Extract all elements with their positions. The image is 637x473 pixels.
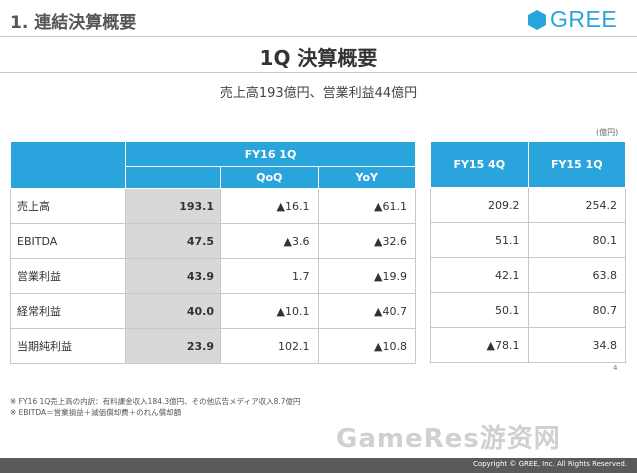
yoy-value: ▲10.8: [317, 328, 416, 364]
header-yoy: YoY: [317, 166, 416, 189]
fy15-4q-value: ▲78.1: [430, 327, 529, 363]
fy15-4q-value: 42.1: [430, 257, 529, 293]
watermark: GameRes游资网: [336, 424, 561, 454]
row-label: EBITDA: [10, 223, 126, 259]
current-value: 193.1: [125, 188, 221, 224]
copyright-text: Copyright © GREE, Inc. All Rights Reserv…: [472, 460, 627, 468]
footnote: ※ EBITDA＝営業損益＋減価償却費＋のれん償却額: [10, 408, 182, 417]
unit-label: (億円): [596, 128, 619, 137]
divider: [0, 36, 637, 37]
table-row: 営業利益 43.9 1.7 ▲19.9: [10, 258, 416, 294]
row-label: 経常利益: [10, 293, 126, 329]
section-title: 1. 連結決算概要: [10, 13, 137, 33]
fy15-1q-value: 254.2: [527, 187, 626, 223]
qoq-value: ▲10.1: [220, 293, 319, 329]
divider: [0, 72, 637, 73]
header-current-period: FY16 1Q: [125, 141, 416, 167]
table-row: 51.1 80.1: [430, 222, 626, 258]
current-value: 43.9: [125, 258, 221, 294]
yoy-value: ▲32.6: [317, 223, 416, 259]
qoq-value: 1.7: [220, 258, 319, 294]
fy15-4q-value: 50.1: [430, 292, 529, 328]
header-blank: [125, 166, 221, 189]
current-value: 47.5: [125, 223, 221, 259]
yoy-value: ▲19.9: [317, 258, 416, 294]
header-qoq: QoQ: [220, 166, 319, 189]
fy15-1q-value: 80.7: [527, 292, 626, 328]
header-fy15-1q: FY15 1Q: [527, 141, 626, 188]
page-title: 1Q 決算概要: [259, 46, 378, 70]
table-row: EBITDA 47.5 ▲3.6 ▲32.6: [10, 223, 416, 259]
table-row: 売上高 193.1 ▲16.1 ▲61.1: [10, 188, 416, 224]
footnotes: ※ FY16 1Q売上高の内訳：有料課金収入184.3億円、その他広告メディア収…: [10, 396, 301, 418]
footer-bar: Copyright © GREE, Inc. All Rights Reserv…: [0, 458, 637, 473]
yoy-value: ▲61.1: [317, 188, 416, 224]
fy15-comparison-table: FY15 4Q FY15 1Q 209.2 254.2 51.1 80.1 42…: [430, 141, 626, 363]
footnote: ※ FY16 1Q売上高の内訳：有料課金収入184.3億円、その他広告メディア収…: [10, 397, 301, 406]
fy15-4q-value: 51.1: [430, 222, 529, 258]
current-value: 40.0: [125, 293, 221, 329]
logo-text: GREE: [550, 6, 618, 32]
table-row: ▲78.1 34.8: [430, 327, 626, 363]
qoq-value: ▲16.1: [220, 188, 319, 224]
yoy-value: ▲40.7: [317, 293, 416, 329]
page-number: 4: [613, 364, 618, 372]
row-label: 営業利益: [10, 258, 126, 294]
header-fy15-4q: FY15 4Q: [430, 141, 529, 188]
qoq-value: ▲3.6: [220, 223, 319, 259]
header-blank: [10, 141, 126, 189]
table-row: 経常利益 40.0 ▲10.1 ▲40.7: [10, 293, 416, 329]
current-value: 23.9: [125, 328, 221, 364]
table-row: 当期純利益 23.9 102.1 ▲10.8: [10, 328, 416, 364]
row-label: 売上高: [10, 188, 126, 224]
fy15-4q-value: 209.2: [430, 187, 529, 223]
fy15-1q-value: 63.8: [527, 257, 626, 293]
hexagon-logo-icon: [528, 9, 546, 30]
fy15-1q-value: 80.1: [527, 222, 626, 258]
fy15-1q-value: 34.8: [527, 327, 626, 363]
table-row: 50.1 80.7: [430, 292, 626, 328]
table-row: 42.1 63.8: [430, 257, 626, 293]
fy16-results-table: FY16 1Q QoQ YoY 売上高 193.1 ▲16.1 ▲61.1 EB…: [10, 141, 416, 364]
table-row: 209.2 254.2: [430, 187, 626, 223]
gree-logo: GREE: [528, 6, 617, 33]
row-label: 当期純利益: [10, 328, 126, 364]
qoq-value: 102.1: [220, 328, 319, 364]
page-subtitle: 売上高193億円、営業利益44億円: [219, 86, 418, 101]
